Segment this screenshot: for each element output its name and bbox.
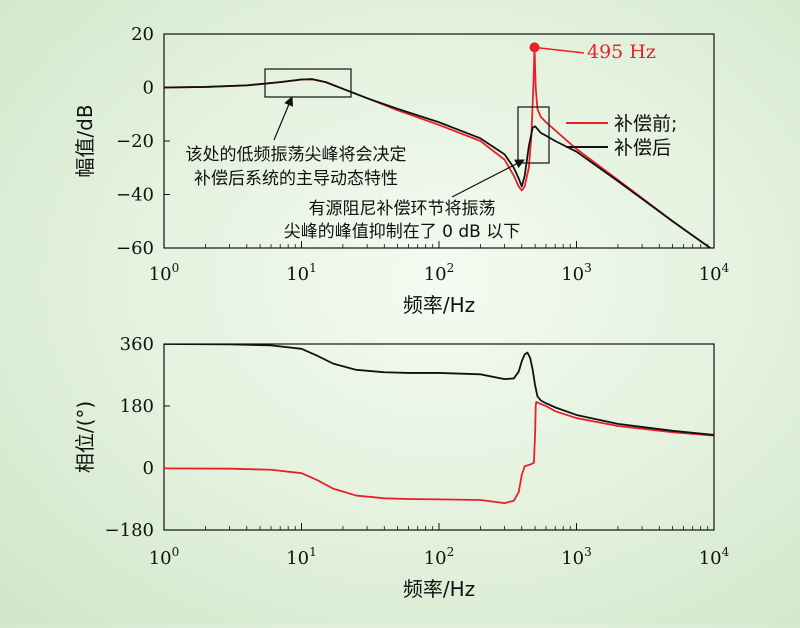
x-tick-exponent: 4 [722,261,730,275]
x-tick-exponent: 3 [584,261,592,275]
x-tick-base: 10 [424,264,447,285]
x-tick-base: 10 [149,548,172,569]
note-low-freq-line: 补偿后系统的主导动态特性 [194,169,398,189]
note-damping-line: 尖峰的峰值抑制在了 0 dB 以下 [284,222,520,242]
x-tick-label: 100 [149,261,180,285]
y-tick-label: 360 [120,334,154,355]
plot-frame [163,343,715,531]
x-tick-label: 104 [699,545,730,569]
x-tick-label: 101 [286,545,317,569]
x-tick-base: 10 [424,548,447,569]
x-tick-base: 10 [286,264,309,285]
peak-leader-line [534,46,585,54]
x-tick-label: 103 [561,261,592,285]
series-line-0 [164,400,714,505]
y-tick-label: −20 [116,131,154,152]
x-tick-exponent: 2 [447,261,455,275]
resonance-highlight-box [517,106,550,164]
y-tick-label: −180 [105,520,154,541]
peak-frequency-label: 495 Hz [587,41,656,63]
x-tick-label: 100 [149,545,180,569]
x-tick-base: 10 [149,264,172,285]
x-tick-base: 10 [699,264,722,285]
x-tick-base: 10 [286,548,309,569]
x-tick-exponent: 0 [172,545,180,559]
series-line-1 [164,344,714,436]
x-tick-exponent: 1 [309,261,317,275]
y-tick-label: −40 [116,185,154,206]
x-axis-label: 频率/Hz [403,577,475,601]
x-axis-label: 频率/Hz [403,293,475,317]
low-freq-arrow [273,96,294,141]
low-freq-highlight-box [264,68,352,98]
x-tick-exponent: 2 [447,545,455,559]
phase-series-layer [164,344,714,505]
note-low-freq-line: 该处的低频振荡尖峰将会决定 [186,145,407,165]
x-tick-base: 10 [561,264,584,285]
y-tick-label: 0 [143,458,154,479]
x-tick-base: 10 [561,548,584,569]
x-tick-exponent: 4 [722,545,730,559]
x-tick-label: 104 [699,261,730,285]
series-line-1 [164,78,712,248]
x-tick-label: 101 [286,261,317,285]
x-tick-base: 10 [699,548,722,569]
x-tick-exponent: 3 [584,545,592,559]
y-tick-label: −60 [116,238,154,259]
note-damping-line: 有源阻尼补偿环节将振荡 [309,199,496,219]
y-tick-label: 180 [120,396,154,417]
y-axis-label: 相位/(°) [73,401,97,473]
y-tick-label: 20 [131,24,154,45]
y-axis-label: 幅值/dB [73,104,97,177]
magnitude-annotations: 补偿前;补偿后 495 Hz 该处的低频振荡尖峰将会决定补偿后系统的主导动态特性有源… [186,41,678,242]
resonance-arrow [451,159,525,198]
x-tick-label: 102 [424,261,455,285]
x-tick-label: 103 [561,545,592,569]
legend: 补偿前;补偿后 [566,113,677,159]
x-tick-exponent: 1 [309,545,317,559]
y-tick-label: 0 [143,78,154,99]
legend-label: 补偿后 [614,137,671,159]
x-tick-exponent: 0 [172,261,180,275]
legend-label: 补偿前; [614,113,677,135]
x-tick-label: 102 [424,545,455,569]
magnitude-series-layer [164,46,712,248]
